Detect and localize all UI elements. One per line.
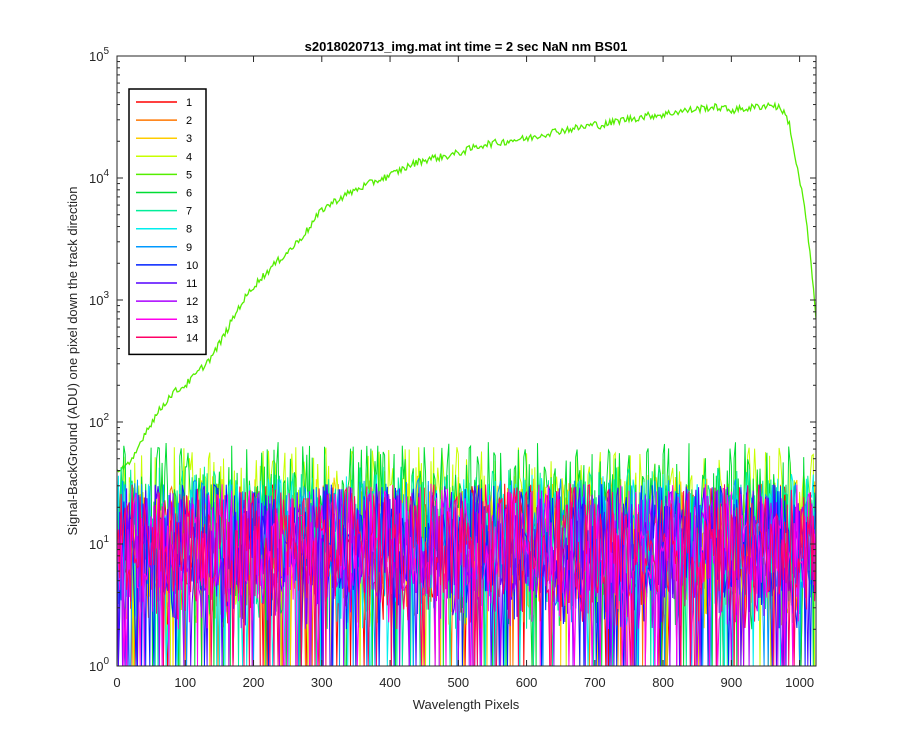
legend-label-9: 9 (186, 242, 192, 254)
y-tick-label: 102 (89, 412, 109, 430)
x-tick-label: 100 (174, 675, 196, 690)
series-layer (117, 101, 816, 666)
x-tick-label: 500 (447, 675, 469, 690)
x-axis-label: Wavelength Pixels (413, 697, 520, 712)
legend-label-3: 3 (186, 133, 192, 145)
y-tick-label: 101 (89, 534, 109, 552)
series-line-5 (117, 101, 816, 473)
legend-label-13: 13 (186, 314, 198, 326)
legend-label-6: 6 (186, 188, 192, 200)
legend-label-8: 8 (186, 224, 192, 236)
x-tick-label: 400 (379, 675, 401, 690)
legend-box (128, 88, 207, 356)
x-axis: 0 100 200 300 400 500 600 700 800 900 1000 (113, 56, 814, 690)
plot-frame (116, 55, 817, 667)
legend-label-5: 5 (186, 169, 192, 181)
x-tick-label: 300 (311, 675, 333, 690)
series-line-14 (117, 483, 816, 666)
legend-label-10: 10 (186, 260, 198, 272)
legend-label-1: 1 (186, 97, 192, 109)
legend-label-14: 14 (186, 332, 198, 344)
chart-title: s2018020713_img.mat int time = 2 sec NaN… (305, 39, 628, 54)
x-tick-label: 900 (721, 675, 743, 690)
x-tick-label: 200 (243, 675, 265, 690)
legend-label-12: 12 (186, 296, 198, 308)
legend-label-4: 4 (186, 151, 192, 163)
x-tick-label: 0 (113, 675, 120, 690)
x-tick-label: 800 (652, 675, 674, 690)
y-axis-label: Signal-BackGround (ADU) one pixel down t… (65, 186, 80, 535)
y-tick-label: 105 (89, 46, 109, 64)
legend-label-11: 11 (186, 278, 197, 290)
y-tick-label: 103 (89, 290, 109, 308)
y-tick-label: 104 (89, 168, 109, 186)
x-tick-label: 1000 (785, 675, 814, 690)
legend-label-2: 2 (186, 115, 192, 127)
legend-label-7: 7 (186, 206, 192, 218)
x-tick-label: 700 (584, 675, 606, 690)
y-tick-label: 100 (89, 656, 109, 674)
x-tick-label: 600 (516, 675, 538, 690)
